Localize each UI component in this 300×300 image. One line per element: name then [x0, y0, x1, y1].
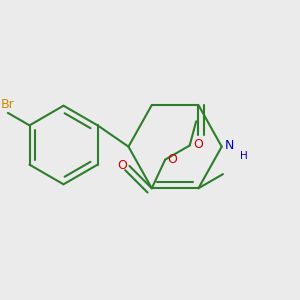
- Text: O: O: [167, 153, 177, 166]
- Text: O: O: [194, 138, 203, 151]
- Text: N: N: [225, 139, 234, 152]
- Text: H: H: [240, 151, 248, 161]
- Text: Br: Br: [1, 98, 15, 111]
- Text: O: O: [117, 159, 127, 172]
